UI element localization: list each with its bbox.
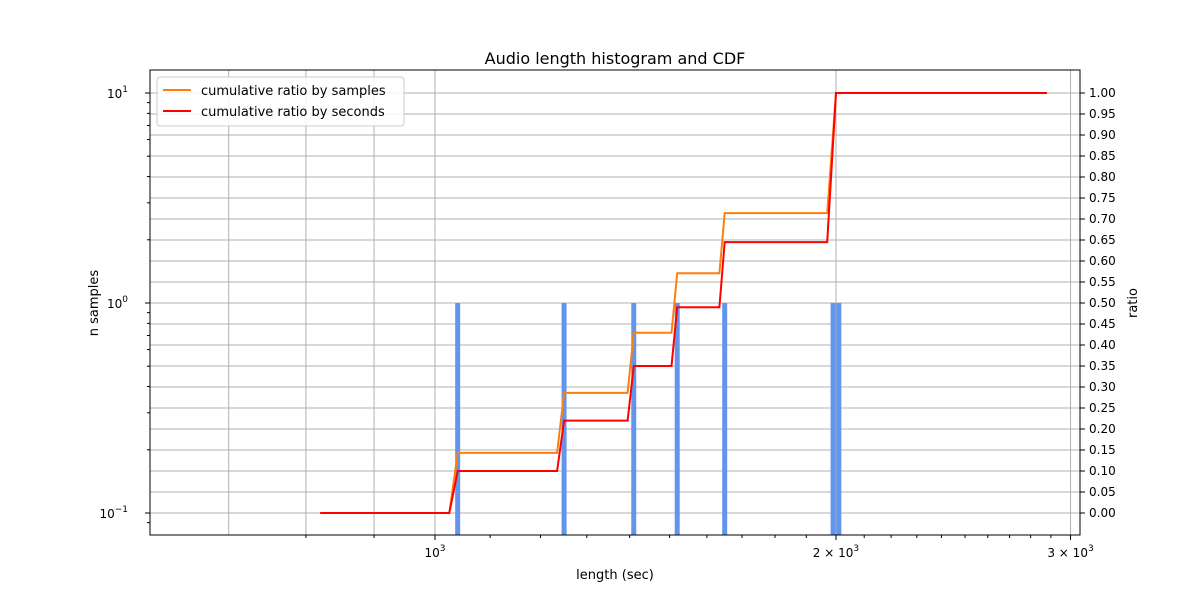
y-right-tick-label: 0.35 [1089, 359, 1116, 373]
x-tick-label: 3 × 103 [1047, 544, 1093, 560]
histogram-bar [455, 303, 461, 535]
y-right-tick-label: 0.80 [1089, 170, 1116, 184]
histogram-bar [674, 303, 680, 535]
grid [150, 70, 1080, 535]
y-tick-label: 100 [107, 295, 128, 311]
legend-box [156, 76, 405, 127]
y-right-tick-label: 0.95 [1089, 107, 1116, 121]
y-right-tick-label: 0.50 [1089, 296, 1116, 310]
x-axis-label: length (sec) [576, 568, 654, 583]
y-right-tick-label: 0.55 [1089, 275, 1116, 289]
histogram-bar [631, 303, 637, 535]
histogram-bar [722, 303, 728, 535]
y-axis-ticks-right: 0.00 0.05 0.10 0.15 0.20 0.25 0.30 0.35 0.40 0.45… [1080, 86, 1116, 520]
y-right-tick-label: 0.40 [1089, 338, 1116, 352]
y-right-tick-label: 0.75 [1089, 191, 1116, 205]
y-axis-label-left: n samples [87, 270, 102, 337]
chart-title: Audio length histogram and CDF [485, 49, 746, 68]
y-axis-ticks-left: 10−1 100 101 [99, 85, 150, 524]
y-right-tick-label: 0.90 [1089, 128, 1116, 142]
y-right-tick-label: 0.15 [1089, 443, 1116, 457]
y-right-tick-label: 0.45 [1089, 317, 1116, 331]
y-right-tick-label: 0.00 [1089, 506, 1116, 520]
y-axis-label-right: ratio [1126, 288, 1141, 318]
histogram-bar [830, 303, 836, 535]
legend-label-seconds: cumulative ratio by seconds [201, 105, 385, 120]
histogram-bar [836, 303, 842, 535]
y-right-tick-label: 0.70 [1089, 212, 1116, 226]
y-tick-label: 10−1 [99, 505, 128, 521]
y-right-tick-label: 0.30 [1089, 380, 1116, 394]
histogram-bar [561, 303, 567, 535]
legend: cumulative ratio by samples cumulative r… [156, 76, 405, 127]
y-right-tick-label: 1.00 [1089, 86, 1116, 100]
x-tick-label: 2 × 103 [813, 544, 859, 560]
legend-label-samples: cumulative ratio by samples [201, 84, 386, 99]
x-axis-ticks: 103 2 × 103 3 × 103 [305, 535, 1094, 560]
y-tick-label: 101 [107, 85, 128, 101]
cdf-lines [320, 92, 1047, 514]
y-right-tick-label: 0.05 [1089, 485, 1116, 499]
y-right-tick-label: 0.10 [1089, 464, 1116, 478]
y-right-tick-label: 0.60 [1089, 254, 1116, 268]
cdf-line [320, 92, 1047, 514]
y-right-tick-label: 0.25 [1089, 401, 1116, 415]
x-tick-label: 103 [424, 544, 445, 560]
y-right-tick-label: 0.20 [1089, 422, 1116, 436]
histogram-bars [455, 303, 842, 535]
cdf-line [320, 92, 1047, 514]
y-right-tick-label: 0.85 [1089, 149, 1116, 163]
y-right-tick-label: 0.65 [1089, 233, 1116, 247]
